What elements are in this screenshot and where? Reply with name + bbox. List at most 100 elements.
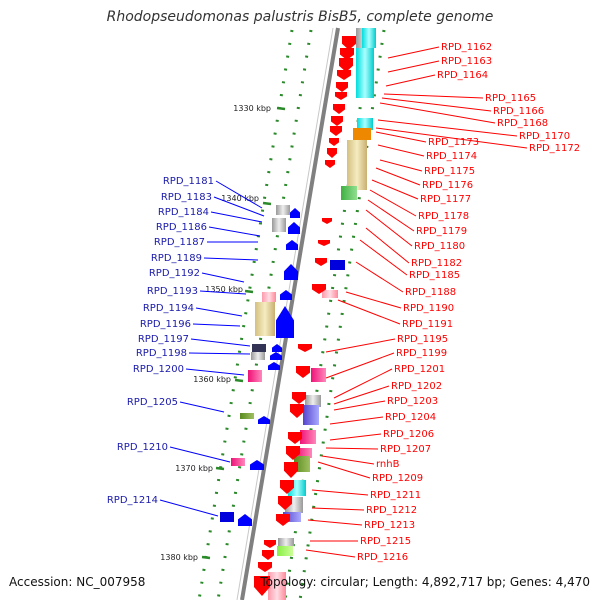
- gene-label-rpd-1168[interactable]: RPD_1168: [497, 118, 548, 129]
- leader-line-right: [377, 119, 518, 137]
- forward-gene-arrow: [330, 126, 342, 136]
- leader-line-left: [179, 401, 225, 413]
- gene-label-rpd-1162[interactable]: RPD_1162: [441, 42, 492, 53]
- forward-gene-arrow: [298, 344, 312, 352]
- leader-line-right: [371, 179, 419, 200]
- gene-label-rpd-1189[interactable]: RPD_1189: [151, 253, 202, 264]
- gene-label-rpd-1209[interactable]: RPD_1209: [372, 473, 423, 484]
- feature-color-blocks: [268, 28, 376, 600]
- gene-label-rpd-1198[interactable]: RPD_1198: [136, 348, 187, 359]
- gene-label-rpd-1185[interactable]: RPD_1185: [409, 270, 460, 281]
- leader-line-right: [359, 239, 408, 276]
- gene-label-rpd-1180[interactable]: RPD_1180: [414, 241, 465, 252]
- gene-label-rpd-1216[interactable]: RPD_1216: [357, 552, 408, 563]
- leader-line-left: [210, 211, 263, 223]
- leader-line-left: [185, 368, 245, 376]
- leader-line-right: [345, 291, 402, 309]
- gene-label-rpd-1196[interactable]: RPD_1196: [140, 319, 191, 330]
- leader-line-right: [311, 489, 369, 496]
- gene-label-rpd-1172[interactable]: RPD_1172: [529, 143, 580, 154]
- reverse-gene-arrow: [286, 240, 298, 250]
- gene-label-rpd-1173[interactable]: RPD_1173: [428, 137, 479, 148]
- leader-line-right: [317, 461, 371, 479]
- forward-gene-arrow: [322, 218, 332, 224]
- leader-line-right: [383, 93, 484, 99]
- gene-label-rpd-1179[interactable]: RPD_1179: [416, 226, 467, 237]
- leader-line-right: [377, 144, 425, 157]
- gene-label-rpd-1215[interactable]: RPD_1215: [360, 536, 411, 547]
- gene-label-rpd-1164[interactable]: RPD_1164: [437, 70, 488, 81]
- scale-label-1370: 1370 kbp: [175, 464, 213, 473]
- forward-gene-arrow: [337, 70, 351, 80]
- scale-label-1350: 1350 kbp: [205, 285, 243, 294]
- gene-label-rpd-1190[interactable]: RPD_1190: [403, 303, 454, 314]
- gene-label-rpd-1178[interactable]: RPD_1178: [418, 211, 469, 222]
- gene-label-rpd-1184[interactable]: RPD_1184: [158, 207, 209, 218]
- gene-label-rpd-1163[interactable]: RPD_1163: [441, 56, 492, 67]
- gene-label-rpd-1174[interactable]: RPD_1174: [426, 151, 477, 162]
- gene-label-rpd-1204[interactable]: RPD_1204: [385, 412, 436, 423]
- label-leader-lines: [159, 46, 528, 558]
- gene-label-rpd-1191[interactable]: RPD_1191: [402, 319, 453, 330]
- gene-label-rpd-1187[interactable]: RPD_1187: [154, 237, 205, 248]
- gene-label-rpd-1193[interactable]: RPD_1193: [147, 286, 198, 297]
- reverse-gene-arrow: [238, 514, 252, 526]
- gene-label-rpd-1166[interactable]: RPD_1166: [493, 106, 544, 117]
- leader-line-right: [329, 416, 384, 425]
- topology-text: Topology: circular; Length: 4,892,717 bp…: [260, 575, 590, 589]
- gene-label-rpd-1206[interactable]: RPD_1206: [383, 429, 434, 440]
- gene-label-rpd-1200[interactable]: RPD_1200: [133, 364, 184, 375]
- leader-line-left: [192, 323, 241, 327]
- gene-label-rpd-1211[interactable]: RPD_1211: [370, 490, 421, 501]
- scale-label-1380: 1380 kbp: [160, 553, 198, 562]
- leader-line-left: [195, 307, 243, 317]
- leader-line-right: [355, 261, 404, 293]
- gene-label-rnhb[interactable]: rnhB: [376, 459, 400, 470]
- reverse-gene-arrow: [272, 344, 282, 352]
- feature-color-blocks-left: [220, 205, 290, 522]
- scale-label-1360: 1360 kbp: [193, 375, 231, 384]
- gene-label-rpd-1197[interactable]: RPD_1197: [138, 334, 189, 345]
- leader-line-right: [385, 74, 436, 87]
- forward-gene-arrow: [276, 514, 290, 526]
- leader-line-right: [333, 400, 386, 411]
- gene-label-rpd-1188[interactable]: RPD_1188: [405, 287, 456, 298]
- forward-gene-arrow: [292, 392, 306, 404]
- gene-label-rpd-1186[interactable]: RPD_1186: [156, 222, 207, 233]
- gene-label-rpd-1214[interactable]: RPD_1214: [107, 495, 158, 506]
- forward-gene-arrow: [280, 480, 294, 494]
- gene-label-rpd-1177[interactable]: RPD_1177: [420, 194, 471, 205]
- leader-line-right: [375, 131, 427, 143]
- gene-label-rpd-1181[interactable]: RPD_1181: [163, 176, 214, 187]
- leader-line-right: [333, 368, 393, 399]
- forward-gene-arrow: [290, 404, 304, 418]
- gene-label-rpd-1165[interactable]: RPD_1165: [485, 93, 536, 104]
- gene-label-rpd-1201[interactable]: RPD_1201: [394, 364, 445, 375]
- gene-label-rpd-1203[interactable]: RPD_1203: [387, 396, 438, 407]
- forward-gene-arrow: [335, 92, 347, 100]
- leader-line-right: [337, 299, 401, 325]
- scale-ticks: [201, 106, 286, 560]
- gene-label-rpd-1199[interactable]: RPD_1199: [396, 348, 447, 359]
- gene-label-rpd-1183[interactable]: RPD_1183: [161, 192, 212, 203]
- gene-label-rpd-1212[interactable]: RPD_1212: [366, 505, 417, 516]
- gene-label-rpd-1202[interactable]: RPD_1202: [391, 381, 442, 392]
- gene-label-rpd-1195[interactable]: RPD_1195: [397, 334, 448, 345]
- gene-label-rpd-1205[interactable]: RPD_1205: [127, 397, 178, 408]
- reverse-gene-arrow: [270, 352, 282, 360]
- reverse-gene-arrow: [280, 290, 292, 300]
- gene-label-rpd-1207[interactable]: RPD_1207: [380, 444, 431, 455]
- gene-label-rpd-1175[interactable]: RPD_1175: [424, 166, 475, 177]
- gene-label-rpd-1176[interactable]: RPD_1176: [422, 180, 473, 191]
- reverse-gene-arrow: [288, 222, 300, 234]
- forward-gene-arrow: [336, 82, 348, 92]
- forward-strand-genes: [254, 36, 356, 596]
- gene-label-rpd-1194[interactable]: RPD_1194: [143, 303, 194, 314]
- gene-label-rpd-1210[interactable]: RPD_1210: [117, 442, 168, 453]
- gene-label-rpd-1170[interactable]: RPD_1170: [519, 131, 570, 142]
- leader-line-left: [213, 196, 265, 217]
- leader-line-left: [190, 338, 251, 347]
- gene-label-rpd-1213[interactable]: RPD_1213: [364, 520, 415, 531]
- gene-label-rpd-1182[interactable]: RPD_1182: [411, 258, 462, 269]
- gene-label-rpd-1192[interactable]: RPD_1192: [149, 268, 200, 279]
